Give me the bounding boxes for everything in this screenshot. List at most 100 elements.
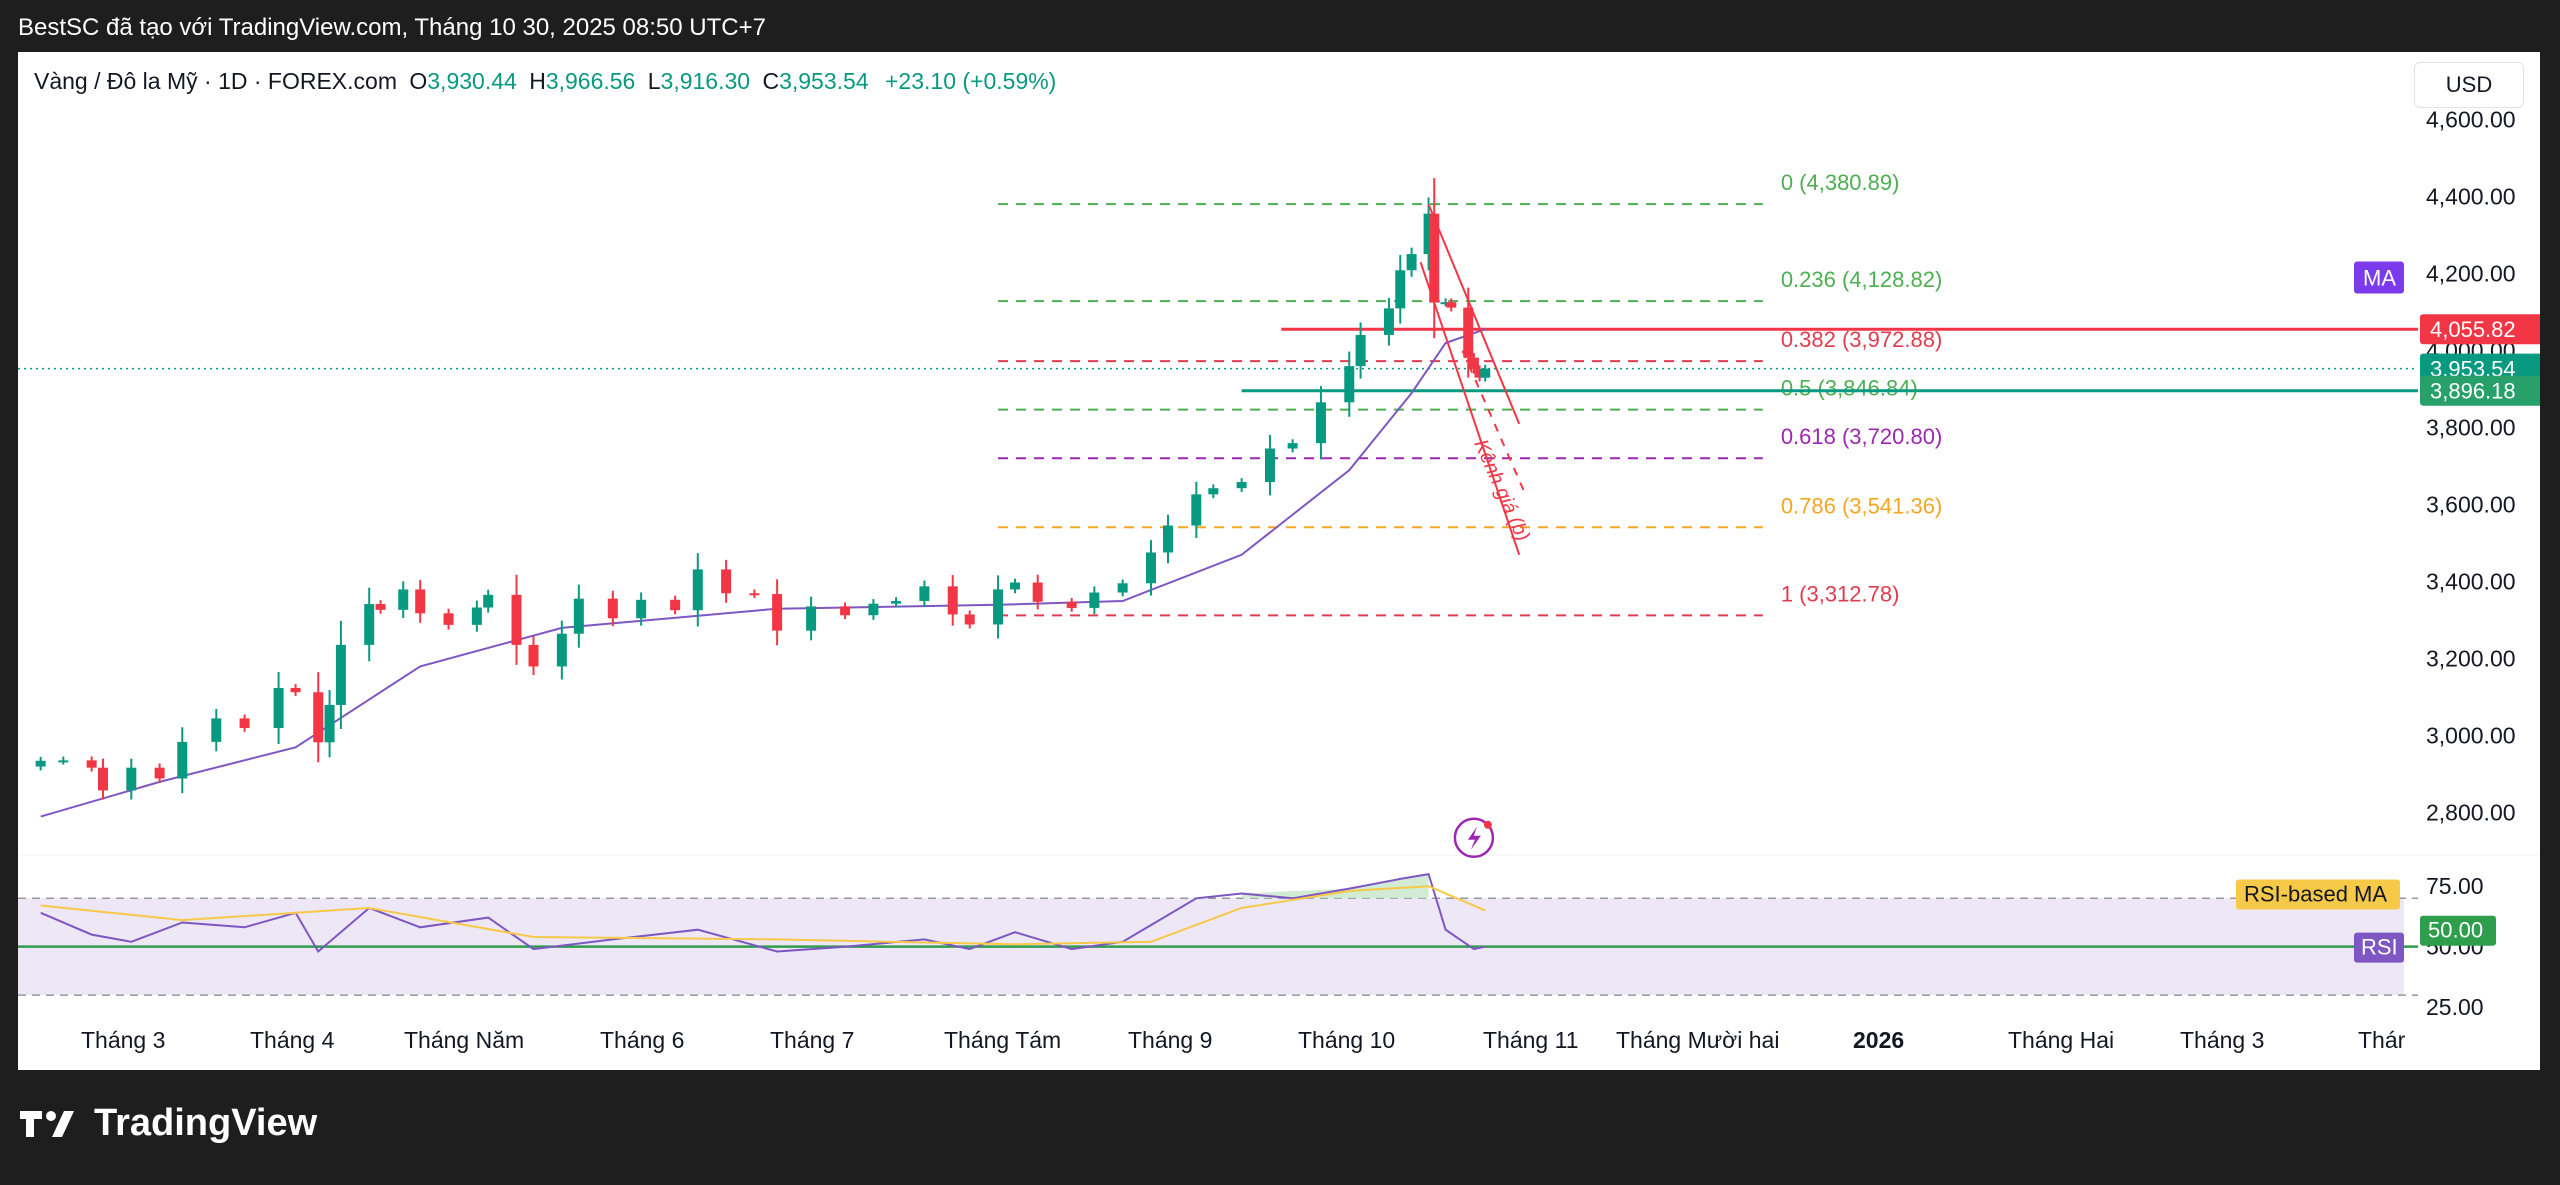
price-axis[interactable]: 4,600.004,400.004,200.004,000.003,800.00… bbox=[2236, 107, 2540, 1020]
candle-body[interactable] bbox=[607, 598, 618, 619]
channel-upper-line[interactable] bbox=[1427, 204, 1521, 425]
rsi-ma-line[interactable] bbox=[40, 885, 1486, 946]
candle-body[interactable] bbox=[177, 741, 188, 779]
rsi-line[interactable] bbox=[40, 872, 1486, 954]
candle-body[interactable] bbox=[443, 613, 454, 625]
channel-label: Kênh giá (b) bbox=[1469, 436, 1533, 544]
ma-tag[interactable]: MA bbox=[2363, 266, 2396, 291]
candle-body[interactable] bbox=[670, 599, 681, 611]
candle-body[interactable] bbox=[1429, 213, 1440, 303]
ma-line[interactable] bbox=[40, 328, 1486, 818]
candle-body[interactable] bbox=[1208, 488, 1219, 495]
candle-body[interactable] bbox=[415, 589, 426, 614]
candle-body[interactable] bbox=[1480, 368, 1491, 378]
candle-body[interactable] bbox=[868, 603, 879, 616]
time-tick-label: 2026 bbox=[1853, 1027, 1904, 1053]
open-value: 3,930.44 bbox=[427, 68, 517, 94]
candle-body[interactable] bbox=[636, 599, 647, 619]
rsi-pane[interactable] bbox=[18, 872, 2418, 996]
candle-body[interactable] bbox=[993, 589, 1004, 625]
candle-body[interactable] bbox=[1191, 494, 1202, 526]
candle-body[interactable] bbox=[1010, 582, 1021, 590]
candle-body[interactable] bbox=[947, 586, 958, 615]
candle-body[interactable] bbox=[324, 704, 335, 743]
candle-body[interactable] bbox=[1089, 592, 1100, 608]
candle-body[interactable] bbox=[1032, 582, 1043, 602]
candle-body[interactable] bbox=[335, 644, 346, 705]
time-tick-label: Tháng 3 bbox=[81, 1027, 165, 1053]
price-pane[interactable]: 0 (4,380.89) 0.236 (4,128.82) 0.382 (3,972… bbox=[18, 170, 2540, 859]
candle-body[interactable] bbox=[1383, 308, 1394, 335]
candle-body[interactable] bbox=[721, 569, 732, 594]
candle-body[interactable] bbox=[1463, 307, 1474, 358]
time-axis[interactable]: Tháng 3 Tháng 4 Tháng Năm Tháng 6 Tháng 7 Thá… bbox=[81, 1027, 2406, 1053]
candle-body[interactable] bbox=[573, 598, 584, 634]
candle-body[interactable] bbox=[840, 606, 851, 616]
candle-body[interactable] bbox=[239, 718, 250, 729]
support-price-tag-bg bbox=[2420, 375, 2540, 406]
candle-body[interactable] bbox=[313, 692, 324, 743]
rsi-ma-tag[interactable]: RSI-based MA bbox=[2244, 881, 2387, 906]
candle-body[interactable] bbox=[692, 569, 703, 611]
candle-body[interactable] bbox=[1117, 583, 1128, 593]
candle-body[interactable] bbox=[35, 760, 46, 767]
candle-body[interactable] bbox=[772, 594, 783, 631]
rsi-tag-bg bbox=[2354, 932, 2404, 963]
candle-body[interactable] bbox=[211, 718, 222, 742]
candle-body[interactable] bbox=[964, 614, 975, 625]
candle-body[interactable] bbox=[154, 767, 165, 779]
candle-body[interactable] bbox=[891, 600, 902, 604]
candle-body[interactable] bbox=[483, 594, 494, 608]
candle-body[interactable] bbox=[398, 589, 409, 610]
rsi-tag[interactable]: RSI bbox=[2361, 935, 2398, 960]
candle-body[interactable] bbox=[126, 767, 137, 791]
time-tick-label: Thár bbox=[2358, 1027, 2406, 1053]
currency-button[interactable]: USD bbox=[2414, 62, 2524, 108]
candle-body[interactable] bbox=[1066, 601, 1077, 608]
candle-body[interactable] bbox=[375, 604, 386, 610]
tradingview-logo-icon bbox=[20, 1110, 74, 1137]
candle-body[interactable] bbox=[556, 633, 567, 667]
candle-body[interactable] bbox=[1344, 366, 1355, 403]
tradingview-logo[interactable]: TradingView bbox=[20, 1102, 317, 1145]
candle-body[interactable] bbox=[1395, 270, 1406, 309]
resistance-price-tag[interactable]: 4,055.82 bbox=[2420, 314, 2540, 345]
candle-body[interactable] bbox=[471, 607, 482, 625]
candle-body[interactable] bbox=[919, 586, 930, 601]
candle-body[interactable] bbox=[58, 760, 69, 763]
high-value: 3,966.56 bbox=[545, 68, 636, 94]
candle-body[interactable] bbox=[528, 644, 539, 667]
candle-body[interactable] bbox=[1423, 213, 1434, 255]
chart-panel[interactable]: 0 (4,380.89) 0.236 (4,128.82) 0.382 (3,972… bbox=[18, 52, 2540, 1070]
time-tick-label: Tháng 4 bbox=[250, 1027, 335, 1053]
channel-lower-line[interactable] bbox=[1419, 261, 1521, 556]
chart-canvas[interactable]: 0 (4,380.89) 0.236 (4,128.82) 0.382 (3,972… bbox=[18, 52, 2540, 1070]
symbol-name[interactable]: Vàng / Đô la Mỹ · 1D · FOREX.com bbox=[34, 68, 397, 94]
candle-body[interactable] bbox=[273, 688, 284, 729]
support-price-tag[interactable]: 3,896.18 bbox=[2420, 375, 2540, 406]
candle-body[interactable] bbox=[1355, 334, 1366, 367]
rsi-tick-label: 25.00 bbox=[2426, 994, 2484, 1020]
candle-body[interactable] bbox=[1162, 525, 1173, 553]
candle-body[interactable] bbox=[86, 760, 97, 768]
candle-body[interactable] bbox=[1446, 302, 1457, 308]
candle-body[interactable] bbox=[1315, 402, 1326, 444]
candle-body[interactable] bbox=[1440, 302, 1451, 305]
candle-body[interactable] bbox=[97, 767, 108, 791]
candle-body[interactable] bbox=[1287, 443, 1298, 449]
candle-body[interactable] bbox=[806, 606, 817, 631]
candle-body[interactable] bbox=[290, 688, 301, 693]
rsi-ma-tag-bg bbox=[2236, 879, 2400, 910]
candle-body[interactable] bbox=[1146, 552, 1156, 584]
candle-body[interactable] bbox=[1406, 254, 1417, 271]
candle-body[interactable] bbox=[1236, 482, 1247, 489]
rsi-level-tag[interactable]: 50.00 bbox=[2428, 918, 2483, 943]
candle-body[interactable] bbox=[749, 593, 760, 596]
candle-body[interactable] bbox=[511, 594, 522, 645]
candle-body[interactable] bbox=[1468, 357, 1479, 370]
high-label: H bbox=[529, 68, 546, 94]
candle-body[interactable] bbox=[364, 604, 375, 645]
candle-body[interactable] bbox=[1264, 448, 1275, 483]
fib-level-label: 0.236 (4,128.82) bbox=[1781, 267, 1942, 292]
candle-body[interactable] bbox=[1474, 369, 1485, 378]
